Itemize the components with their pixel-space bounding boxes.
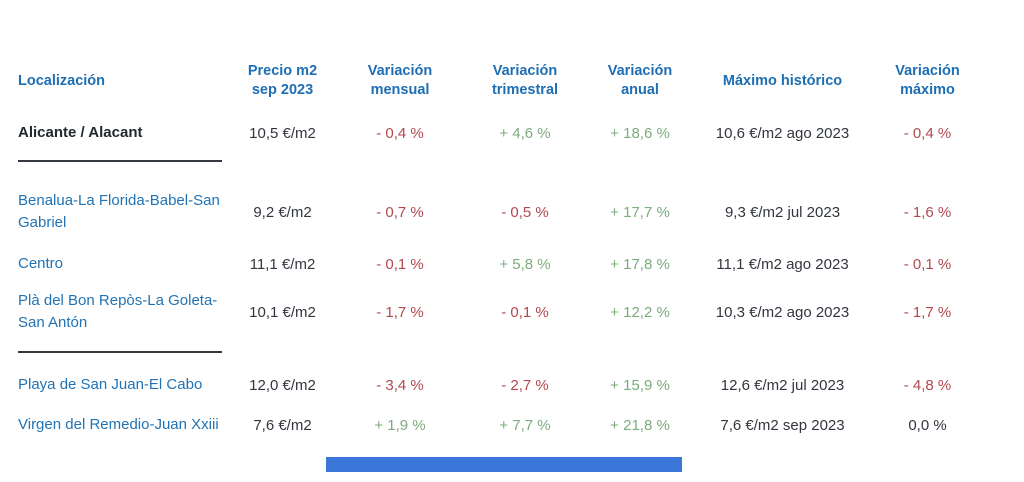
monthly-variation-value: - 0,1 % [376, 255, 424, 273]
monthly-variation-value: + 1,9 % [374, 416, 426, 434]
max-historic-value: 9,3 €/m2 jul 2023 [724, 203, 841, 221]
max-historic-value: 10,6 €/m2 ago 2023 [715, 124, 850, 142]
max-variation-value: 0,0 % [908, 416, 947, 434]
column-header-precio-m2: Precio m2 sep 2023 [247, 63, 318, 98]
location-link[interactable]: Benalua-La Florida-Babel-San Gabriel [18, 192, 220, 231]
table-header: Localización Precio m2 sep 2023 Variació… [18, 0, 990, 106]
quarterly-variation-value: - 0,5 % [501, 203, 549, 221]
table-row: Virgen del Remedio-Juan Xxiii 7,6 €/m2 +… [18, 405, 990, 445]
max-historic-value: 7,6 €/m2 sep 2023 [720, 416, 845, 434]
monthly-variation-value: - 0,4 % [376, 124, 424, 142]
max-historic-value: 10,3 €/m2 ago 2023 [715, 303, 850, 321]
column-header-variacion-trimestral: Variación trimestral [491, 63, 559, 98]
annual-variation-value: + 17,7 % [610, 203, 670, 221]
column-header-variacion-mensual: Variación mensual [367, 63, 433, 98]
location-link[interactable]: Plà del Bon Repòs-La Goleta-San Antón [18, 292, 218, 331]
table-row: Alicante / Alacant 10,5 €/m2 - 0,4 % + 4… [18, 106, 990, 160]
table-row: Playa de San Juan-El Cabo 12,0 €/m2 - 3,… [18, 365, 990, 405]
price-value: 12,0 €/m2 [249, 376, 316, 394]
location-label: Alicante / Alacant [18, 124, 143, 141]
table-row: Benalua-La Florida-Babel-San Gabriel 9,2… [18, 180, 990, 244]
annual-variation-value: + 15,9 % [610, 376, 670, 394]
annual-variation-value: + 12,2 % [610, 303, 670, 321]
quarterly-variation-value: - 2,7 % [501, 376, 549, 394]
price-value: 7,6 €/m2 [253, 416, 312, 434]
column-header-localizacion: Localización [18, 72, 106, 89]
section-divider [18, 160, 222, 162]
max-variation-value: - 4,8 % [903, 376, 952, 394]
section-divider [18, 351, 222, 353]
max-variation-value: - 0,4 % [903, 124, 952, 142]
column-header-variacion-maximo: Variación máximo [895, 63, 960, 98]
rental-price-table: Localización Precio m2 sep 2023 Variació… [18, 0, 990, 472]
annual-variation-value: + 21,8 % [610, 416, 670, 434]
quarterly-variation-value: + 7,7 % [499, 416, 551, 434]
annual-variation-value: + 18,6 % [610, 124, 670, 142]
column-header-variacion-anual: Variación anual [607, 63, 673, 98]
max-variation-value: - 1,7 % [903, 303, 952, 321]
price-value: 11,1 €/m2 [249, 255, 316, 273]
max-variation-value: - 1,6 % [903, 203, 952, 221]
monthly-variation-value: - 3,4 % [376, 376, 424, 394]
monthly-variation-value: - 0,7 % [376, 203, 424, 221]
quarterly-variation-value: + 4,6 % [499, 124, 551, 142]
quarterly-variation-value: + 5,8 % [499, 255, 551, 273]
max-historic-value: 12,6 €/m2 jul 2023 [720, 376, 845, 394]
location-link[interactable]: Virgen del Remedio-Juan Xxiii [18, 416, 219, 433]
location-link[interactable]: Centro [18, 255, 64, 272]
max-historic-value: 11,1 €/m2 ago 2023 [716, 255, 849, 273]
column-header-maximo-historico: Máximo histórico [722, 72, 843, 89]
quarterly-variation-value: - 0,1 % [501, 303, 549, 321]
monthly-variation-value: - 1,7 % [376, 303, 424, 321]
price-value: 10,5 €/m2 [249, 124, 316, 142]
price-value: 9,2 €/m2 [253, 203, 312, 221]
annual-variation-value: + 17,8 % [610, 255, 670, 273]
max-variation-value: - 0,1 % [903, 255, 952, 273]
horizontal-scrollbar-thumb[interactable] [326, 457, 682, 472]
table-row: Centro 11,1 €/m2 - 0,1 % + 5,8 % + 17,8 … [18, 244, 990, 284]
price-value: 10,1 €/m2 [249, 303, 316, 321]
location-link[interactable]: Playa de San Juan-El Cabo [18, 376, 203, 393]
table-row: Plà del Bon Repòs-La Goleta-San Antón 10… [18, 284, 990, 340]
